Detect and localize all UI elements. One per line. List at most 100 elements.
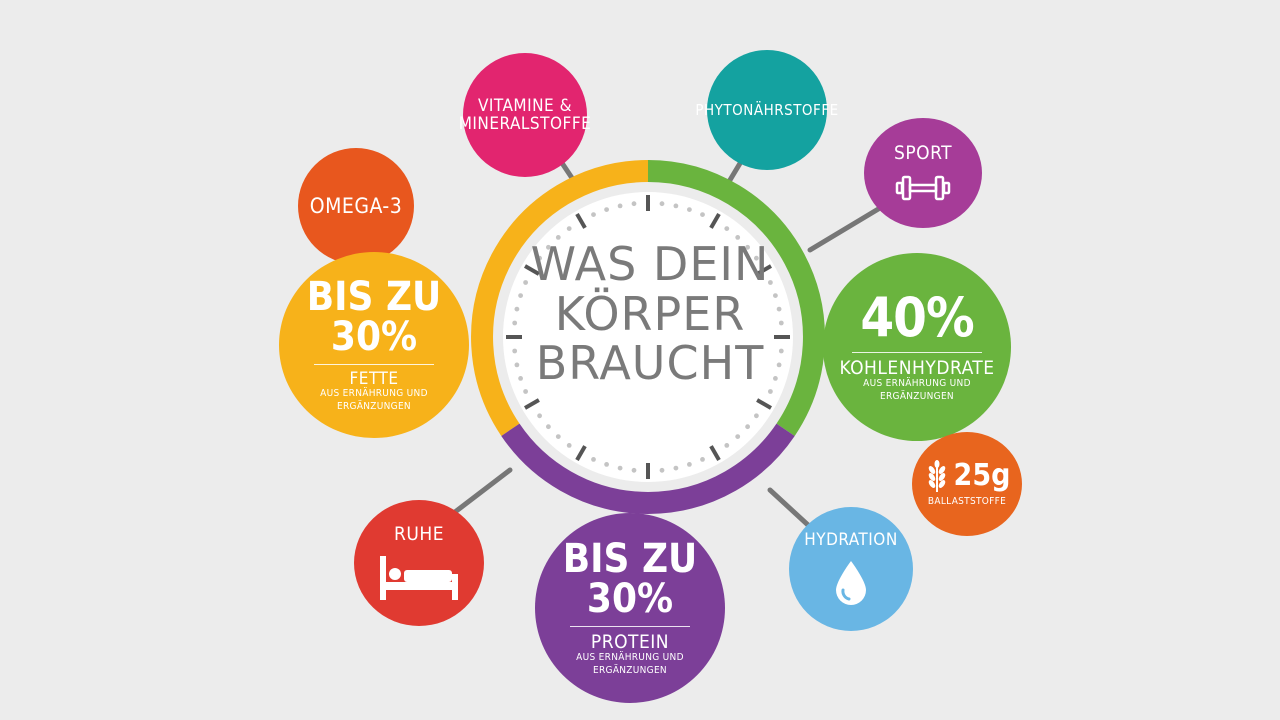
- bubble-phyto: PHYTONÄHRSTOFFE: [695, 50, 838, 170]
- clock-dot: [514, 362, 520, 368]
- clock-tick: [756, 264, 772, 276]
- fette-divider: [314, 363, 434, 365]
- clock-ticks: [506, 195, 790, 479]
- clock-dots: [512, 201, 784, 473]
- center-title-line1: WAS DEIN: [530, 237, 770, 291]
- protein-sub2: ERGÄNZUNGEN: [593, 664, 667, 676]
- clock-dot: [604, 462, 609, 467]
- clock-dot: [687, 207, 692, 213]
- omega-label: OMEGA-3: [309, 193, 403, 218]
- sport-label: SPORT: [893, 141, 953, 164]
- clock-dot: [566, 226, 572, 232]
- bubble-ballaststoffe: 25g BALLASTSTOFFE: [912, 432, 1022, 536]
- bubble-vitamine: VITAMINE & MINERALSTOFFE: [459, 53, 591, 177]
- clock-tick: [756, 398, 772, 410]
- clock-dot: [512, 320, 518, 326]
- ring-segment-fats: [471, 160, 649, 436]
- clock-dot: [523, 389, 528, 394]
- protein-sub1: AUS ERNÄHRUNG UND: [576, 652, 684, 664]
- clock-dot: [687, 462, 692, 467]
- clock-tick: [709, 213, 721, 229]
- clock-tick: [575, 213, 587, 229]
- clock-dot: [537, 413, 542, 419]
- clock-dot: [754, 413, 759, 419]
- clock-dot: [523, 280, 528, 285]
- bubble-sport: SPORT: [864, 118, 982, 228]
- clock-dot: [724, 226, 730, 232]
- clock-dot: [773, 376, 778, 381]
- kohlen-sub1: AUS ERNÄHRUNG UND: [863, 378, 971, 390]
- center-title-line2: KÖRPER: [554, 286, 746, 341]
- vitamine-label-line2: MINERALSTOFFE: [458, 114, 592, 134]
- clock-dot: [776, 306, 782, 312]
- bubble-ruhe: RUHE: [354, 500, 484, 626]
- fette-label: FETTE: [349, 368, 399, 389]
- phyto-label: PHYTONÄHRSTOFFE: [695, 100, 839, 119]
- ring-segment-protein: [501, 423, 795, 514]
- kohlen-label: KOHLENHYDRATE: [839, 356, 995, 379]
- ring-segment-carbs: [647, 160, 825, 436]
- clock-dot: [673, 465, 679, 471]
- fette-amount: BIS ZU 30%: [306, 273, 442, 360]
- clock-dot: [700, 212, 705, 218]
- fette-sub2: ERGÄNZUNGEN: [337, 400, 411, 412]
- kohlen-divider: [852, 351, 982, 353]
- clock-dot: [745, 424, 750, 430]
- clock-dot: [768, 280, 773, 285]
- wheat-icon: [928, 459, 945, 492]
- bed-icon: [380, 556, 458, 601]
- clock-dot: [673, 203, 679, 209]
- clock-dot: [617, 203, 623, 209]
- protein-divider: [570, 625, 690, 627]
- kohlen-sub2: ERGÄNZUNGEN: [880, 390, 954, 402]
- fette-sub1: AUS ERNÄHRUNG UND: [320, 388, 428, 400]
- center-title: WAS DEIN KÖRPER BRAUCHT: [520, 237, 780, 391]
- clock-tick: [524, 264, 540, 276]
- ballast-amount: 25g: [953, 457, 1011, 493]
- center-title-line3: BRAUCHT: [535, 336, 765, 391]
- clock-face: [503, 192, 793, 482]
- bubble-fette: BIS ZU 30% FETTE AUS ERNÄHRUNG UND ERGÄN…: [279, 252, 469, 438]
- clock-dot: [512, 348, 518, 354]
- clock-dot: [514, 306, 520, 312]
- clock-dot: [537, 255, 542, 261]
- clock-dot: [776, 362, 782, 368]
- connector-sport: [807, 205, 883, 253]
- clock-dot: [617, 465, 623, 471]
- clock-dot: [591, 457, 596, 462]
- clock-dot: [631, 201, 637, 207]
- clock-dot: [546, 424, 551, 430]
- protein-label: PROTEIN: [590, 630, 670, 653]
- bubble-protein: BIS ZU 30% PROTEIN AUS ERNÄHRUNG UND ERG…: [535, 513, 725, 703]
- bubble-kohlenhydrate: 40% KOHLENHYDRATE AUS ERNÄHRUNG UND ERGÄ…: [823, 253, 1011, 441]
- clock-dot: [754, 255, 759, 261]
- water-drop-icon: [836, 561, 866, 606]
- clock-dot: [631, 467, 637, 473]
- clock-dot: [735, 434, 741, 439]
- clock-dot: [604, 207, 609, 213]
- clock-dot: [591, 212, 596, 218]
- nutrition-ring: [471, 160, 825, 514]
- clock-dot: [735, 235, 741, 240]
- connector-hydration: [767, 487, 811, 528]
- clock-dot: [745, 244, 750, 250]
- clock-dot: [778, 320, 784, 326]
- clock-tick: [709, 445, 721, 461]
- clock-dot: [778, 348, 784, 354]
- clock-dot: [518, 376, 523, 381]
- clock-dot: [659, 201, 665, 207]
- clock-dot: [659, 467, 665, 473]
- clock-dot: [555, 434, 561, 439]
- dumbbell-icon: [895, 176, 951, 201]
- ballast-row: 25g: [924, 457, 1011, 493]
- clock-dot: [724, 443, 730, 448]
- clock-dot: [773, 293, 778, 298]
- protein-amount: BIS ZU 30%: [562, 535, 698, 622]
- vitamine-label-line1: VITAMINE &: [477, 95, 573, 116]
- connector-ruhe: [452, 467, 513, 515]
- clock-dot: [555, 235, 561, 240]
- kohlen-amount: 40%: [860, 285, 974, 349]
- clock-tick: [575, 445, 587, 461]
- clock-dot: [566, 443, 572, 448]
